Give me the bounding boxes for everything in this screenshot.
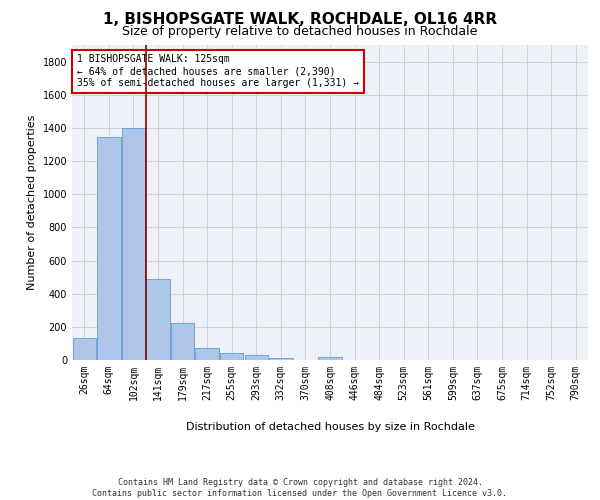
- Text: Contains HM Land Registry data © Crown copyright and database right 2024.
Contai: Contains HM Land Registry data © Crown c…: [92, 478, 508, 498]
- Bar: [146, 279, 170, 360]
- Text: Size of property relative to detached houses in Rochdale: Size of property relative to detached ho…: [122, 25, 478, 38]
- Bar: [97, 137, 121, 360]
- Bar: [319, 356, 341, 360]
- Bar: [269, 358, 293, 360]
- Bar: [73, 338, 96, 360]
- Text: 1, BISHOPSGATE WALK, ROCHDALE, OL16 4RR: 1, BISHOPSGATE WALK, ROCHDALE, OL16 4RR: [103, 12, 497, 28]
- Text: 1 BISHOPSGATE WALK: 125sqm
← 64% of detached houses are smaller (2,390)
35% of s: 1 BISHOPSGATE WALK: 125sqm ← 64% of deta…: [77, 54, 359, 88]
- Bar: [171, 322, 194, 360]
- Bar: [245, 356, 268, 360]
- Bar: [122, 128, 145, 360]
- Bar: [220, 352, 244, 360]
- Y-axis label: Number of detached properties: Number of detached properties: [27, 115, 37, 290]
- Bar: [196, 348, 219, 360]
- Text: Distribution of detached houses by size in Rochdale: Distribution of detached houses by size …: [185, 422, 475, 432]
